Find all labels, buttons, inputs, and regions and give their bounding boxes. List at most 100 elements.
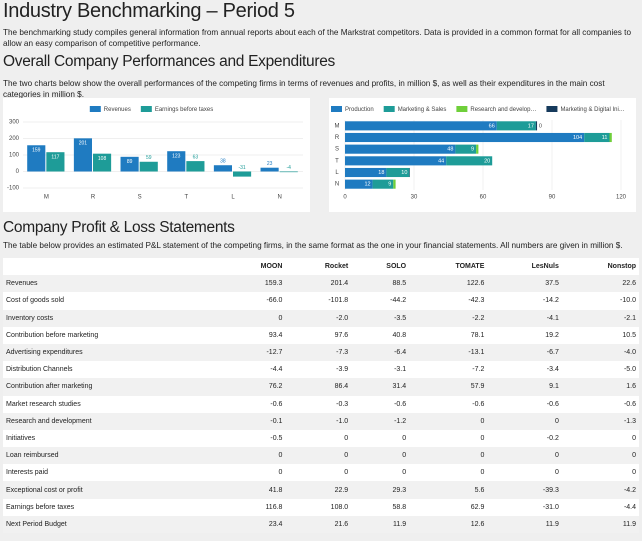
bar [213,165,232,172]
x-tick-label: 90 [549,195,556,201]
bar [186,161,205,172]
data-label: 20 [484,158,490,164]
value-cell: -0.6 [223,395,286,413]
data-label: 59 [146,155,152,161]
data-label: 48 [447,147,453,153]
x-tick-label: R [91,195,96,201]
column-header: TOMATE [409,258,488,276]
value-cell: -13.1 [409,343,488,362]
table-row: Research and development -0.1 -1.0 -1.2 0 0 -1… [3,412,639,430]
bar-segment [372,179,394,189]
value-cell: 0 [409,412,488,430]
value-cell: 22.9 [285,481,352,499]
value-cell: -2.0 [285,309,352,327]
value-cell: 0 [285,447,352,465]
value-cell: -6.7 [487,343,562,362]
value-cell: 0 [285,429,352,448]
value-cell: -4.1 [487,309,562,327]
value-cell: 122.6 [409,275,488,293]
x-tick-label: T [184,195,188,201]
value-cell: 0 [223,309,286,327]
row-label: Earnings before taxes [3,498,224,516]
bar [73,138,92,172]
value-cell: 88.5 [351,275,410,293]
chart: Production Marketing & Sales Research and … [331,106,627,201]
row-label: Research and development [3,412,224,430]
column-header: Rocket [285,258,352,276]
data-label: 11 [602,135,608,141]
value-cell: 22.6 [561,275,639,293]
x-tick-label: S [138,195,142,201]
value-cell: -0.6 [351,395,410,413]
value-cell: -4.4 [223,361,286,379]
data-label: 159 [32,148,41,154]
bar-segment [393,179,396,189]
legend-swatch [546,106,558,112]
bar-segment [345,156,447,166]
value-cell: -31.0 [487,498,562,516]
row-label: Advertising expenditures [3,343,224,362]
value-cell: -0.1 [223,412,286,430]
table-row: Interests paid 0 0 0 0 0 0 [3,464,639,482]
bar-segment [446,156,493,166]
value-cell: 0 [561,447,639,465]
row-label: Exceptional cost or profit [3,481,224,499]
bar [139,161,158,172]
table-row: Earnings before taxes 116.8 108.0 58.8 62.9-… [3,498,639,516]
value-cell: 78.1 [409,326,488,344]
section-description: The table below provides an estimated P&… [3,241,623,250]
bar [27,145,46,172]
bar [93,153,112,172]
value-cell: -3.4 [487,361,562,379]
legend-swatch [89,106,101,112]
legend: Production Marketing & Sales Research and … [331,106,625,113]
bar [120,156,139,172]
value-cell: 11.9 [487,515,562,533]
data-label: 9 [471,147,474,153]
data-label: 117 [51,155,59,161]
y-tick-label: N [335,182,339,188]
row-label: Contribution before marketing [3,326,224,344]
y-tick-label: T [335,158,339,164]
row-label: Market research studies [3,395,224,413]
value-cell: -3.9 [285,361,352,379]
bar-segment [609,132,612,143]
data-label: 17 [528,123,534,129]
value-cell: 0 [223,447,286,465]
column-header: LesNuls [487,258,562,276]
legend-label: Production [345,107,374,113]
chart-panel: Production Marketing & Sales Research and … [329,98,636,212]
bar-segment [345,167,387,178]
row-label: Cost of goods sold [3,292,224,310]
bar-segment [345,179,373,189]
section-heading: Overall Company Performances and Expendi… [3,53,335,70]
value-cell: 0 [561,464,639,482]
bar-segment [584,132,610,143]
legend-swatch [140,106,152,112]
value-cell: 0 [285,464,352,482]
value-cell: -101.8 [285,292,352,310]
bar [260,167,279,172]
data-label: 38 [220,159,226,165]
y-tick-label: 100 [9,153,20,159]
value-cell: -0.3 [285,395,352,413]
x-tick-label: 120 [616,195,627,201]
value-cell: -12.7 [223,343,286,362]
table-row: Contribution after marketing 76.2 86.4 31.4… [3,378,639,396]
value-cell: 21.6 [285,515,352,533]
data-label: 108 [98,156,107,162]
value-cell: -7.3 [285,343,352,362]
value-cell: 11.9 [351,515,410,533]
table-row: Exceptional cost or profit 41.8 22.9 29.3 5.… [3,481,639,499]
value-cell: 31.4 [351,378,410,396]
table-row: Advertising expenditures -12.7 -7.3 -6.4 -13… [3,343,639,362]
value-cell: 76.2 [223,378,286,396]
value-cell: 0 [561,429,639,448]
bar [167,151,186,172]
data-label: 104 [573,135,582,141]
value-cell: 29.3 [351,481,410,499]
legend-swatch [331,106,342,112]
value-cell: -10.0 [561,292,639,310]
legend-label: Marketing & Digital Ini… [560,107,624,113]
x-tick-label: L [231,195,235,201]
